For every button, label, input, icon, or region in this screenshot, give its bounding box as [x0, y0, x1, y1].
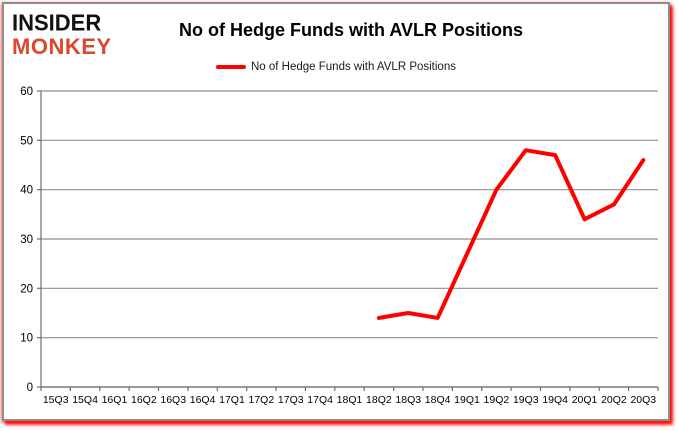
svg-text:40: 40: [20, 185, 33, 197]
svg-text:20: 20: [20, 283, 33, 295]
legend-line-marker-icon: [216, 65, 246, 69]
chart-panel: INSIDER MONKEY No of Hedge Funds with AV…: [2, 2, 670, 421]
svg-text:60: 60: [20, 86, 33, 98]
x-tick-label: 15Q3: [43, 394, 69, 406]
series-line: [376, 148, 646, 320]
x-tick-label: 18Q3: [395, 394, 421, 406]
x-tick-label: 19Q1: [454, 394, 480, 406]
insider-monkey-logo: INSIDER MONKEY: [12, 9, 112, 59]
x-tick-label: 19Q2: [484, 394, 510, 406]
x-tick-label: 18Q1: [337, 394, 363, 406]
x-tick-label: 16Q4: [190, 394, 216, 406]
x-tick-label: 19Q3: [513, 394, 539, 406]
svg-text:10: 10: [20, 333, 33, 345]
x-tick-label: 16Q2: [131, 394, 157, 406]
legend: No of Hedge Funds with AVLR Positions: [4, 59, 668, 75]
svg-text:50: 50: [20, 135, 33, 147]
svg-text:30: 30: [20, 234, 33, 246]
x-tick-label: 16Q3: [160, 394, 186, 406]
x-tick-label: 20Q2: [601, 394, 627, 406]
logo-line2: MONKEY: [12, 34, 112, 59]
x-tick-label: 17Q1: [219, 394, 245, 406]
x-tick-label: 18Q2: [366, 394, 392, 406]
legend-label: No of Hedge Funds with AVLR Positions: [251, 61, 456, 73]
svg-text:0: 0: [27, 382, 33, 394]
x-tick-label: 16Q1: [102, 394, 128, 406]
chart-title: No of Hedge Funds with AVLR Positions: [179, 20, 523, 40]
logo-line1: INSIDER: [12, 9, 102, 36]
x-tick-label: 20Q3: [630, 394, 656, 406]
axes: [37, 90, 659, 391]
x-tick-label: 17Q4: [307, 394, 333, 406]
x-tick-label: 17Q2: [249, 394, 275, 406]
x-tick-label: 15Q4: [72, 394, 98, 406]
x-tick-label: 19Q4: [542, 394, 568, 406]
gridlines: [41, 90, 658, 388]
x-tick-label: 17Q3: [278, 394, 304, 406]
x-tick-label: 20Q1: [572, 394, 598, 406]
x-tick-label: 18Q4: [425, 394, 451, 406]
